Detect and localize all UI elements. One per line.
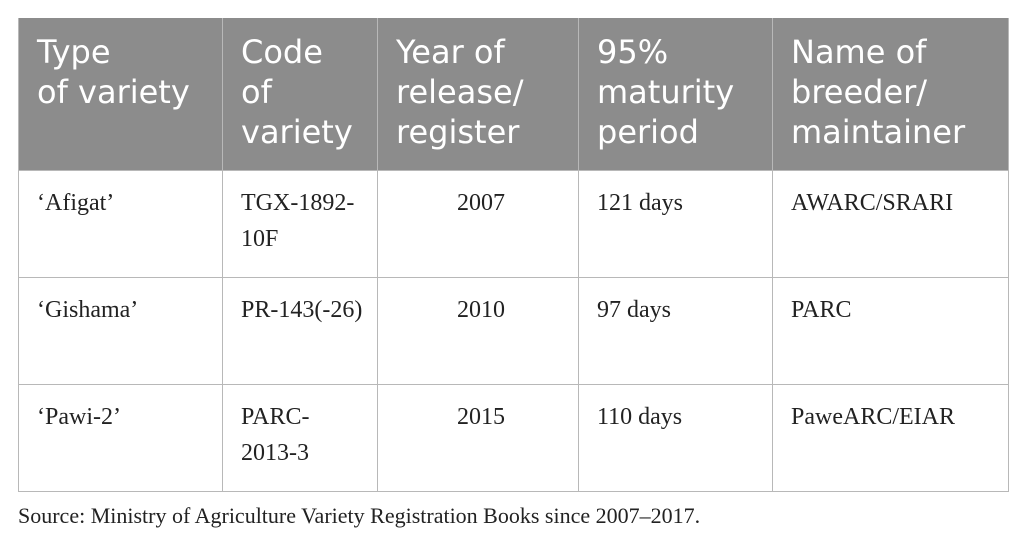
table-cell: PR-143(-26) — [222, 277, 378, 385]
header-cell: Year of release/ register — [377, 18, 579, 171]
table-row: ‘Gishama’ PR-143(-26) 2010 97 days PARC — [18, 277, 1009, 385]
table-cell: ‘Gishama’ — [18, 277, 223, 385]
table-cell: 110 days — [578, 384, 773, 492]
table-cell: 2015 — [377, 384, 579, 492]
table-row: ‘Afigat’ TGX-1892-10F 2007 121 days AWARC/SR… — [18, 170, 1009, 278]
source-note: Source: Ministry of Agriculture Variety … — [18, 503, 701, 528]
table-cell: 97 days — [578, 277, 773, 385]
table-cell: 121 days — [578, 170, 773, 278]
header-cell: Code of variety — [222, 18, 378, 171]
table-cell: ‘Pawi-2’ — [18, 384, 223, 492]
table-cell: PARC-2013-3 — [222, 384, 378, 492]
table-body: ‘Afigat’ TGX-1892-10F 2007 121 days AWARC/SR… — [18, 170, 1009, 492]
header-cell: 95% maturity period — [578, 18, 773, 171]
table-row: ‘Pawi-2’ PARC-2013-3 2015 110 days PaweARC/E… — [18, 384, 1009, 492]
header-cell: Name of breeder/ maintainer — [772, 18, 1009, 171]
table-cell: 2010 — [377, 277, 579, 385]
table-cell: TGX-1892-10F — [222, 170, 378, 278]
table-cell: ‘Afigat’ — [18, 170, 223, 278]
table-cell: PaweARC/EIAR — [772, 384, 1009, 492]
table-cell: AWARC/SRARI — [772, 170, 1009, 278]
table-cell: PARC — [772, 277, 1009, 385]
header-cell: Type of variety — [18, 18, 223, 171]
variety-table: Type of variety Code of variety Year of re… — [18, 18, 1009, 492]
header-row: Type of variety Code of variety Year of re… — [18, 18, 1009, 171]
table-cell: 2007 — [377, 170, 579, 278]
